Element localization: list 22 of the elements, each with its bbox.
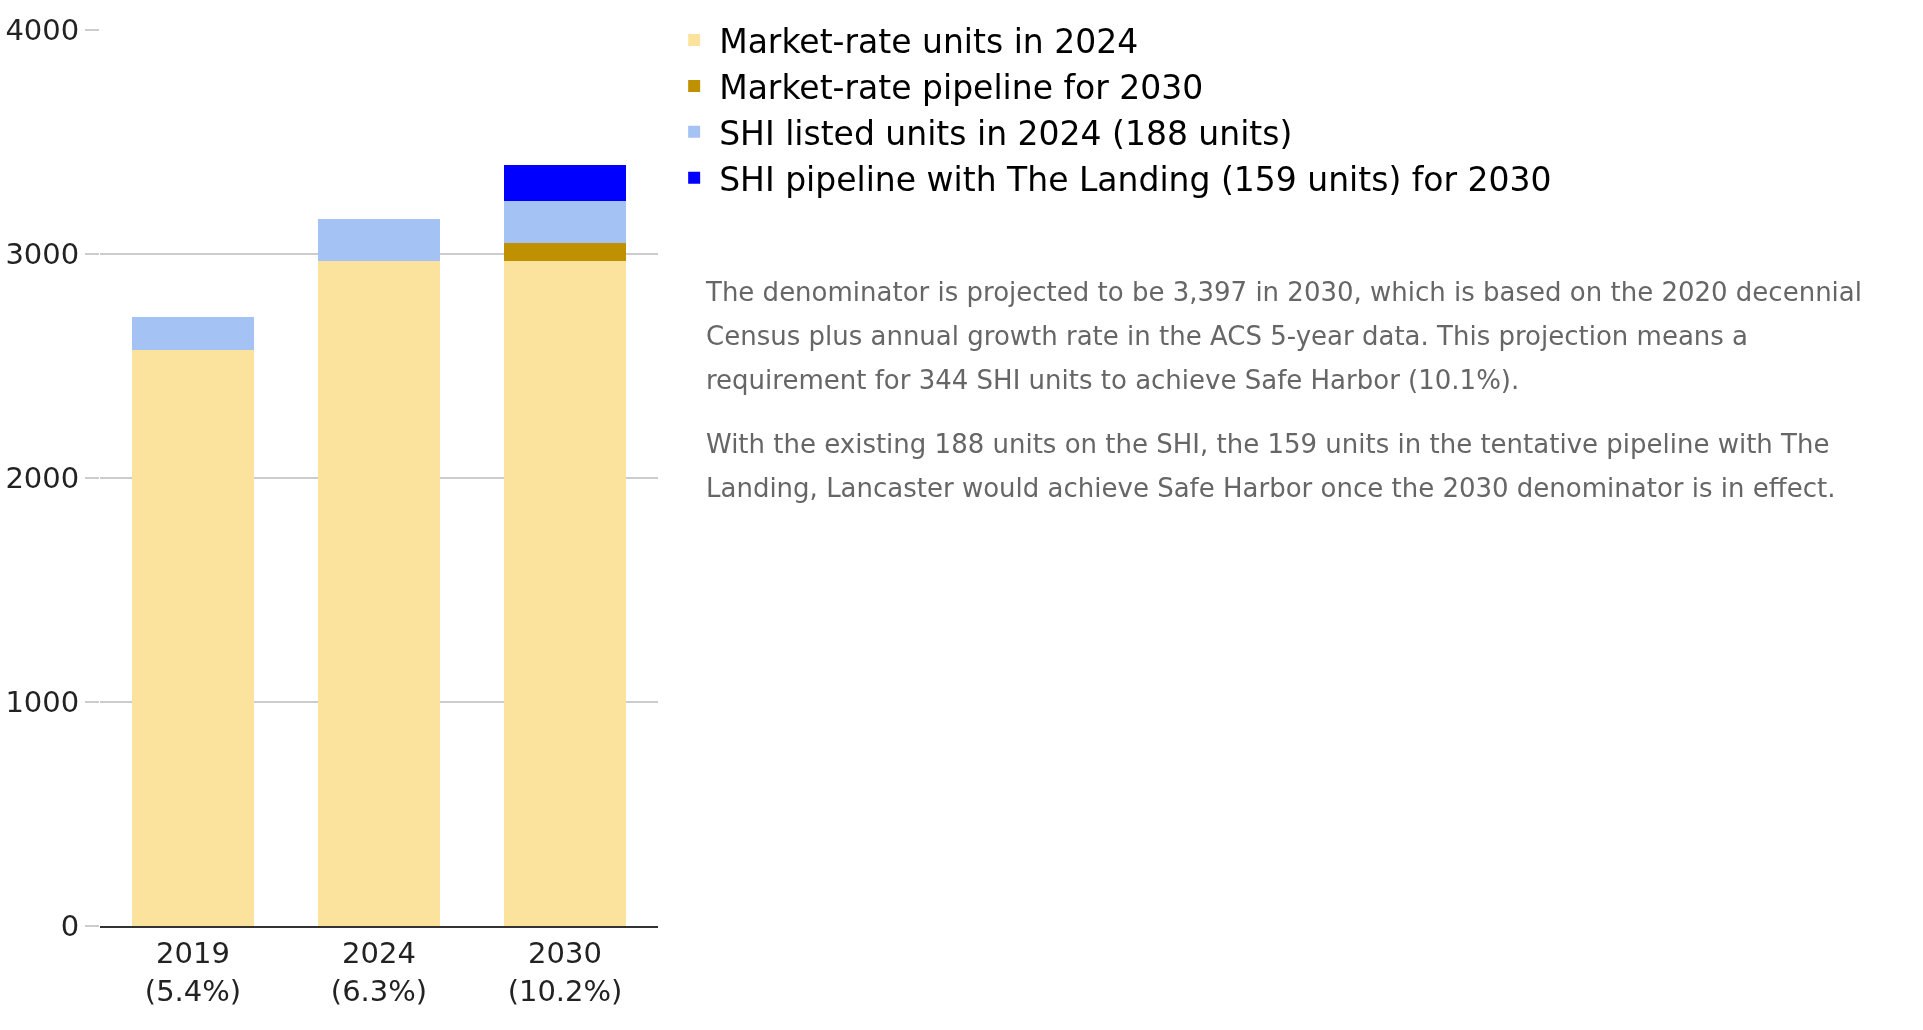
bar: [503, 165, 627, 201]
bar: [503, 260, 627, 926]
y-tick-label: 4000: [5, 13, 80, 48]
legend-label: Market-rate units in 2024: [719, 21, 1139, 61]
legend-label: SHI pipeline with The Landing (159 units) for 2030: [719, 159, 1552, 199]
bar: [317, 260, 441, 926]
x-tick-label: 2030 (10.2%): [507, 935, 623, 1008]
y-tick-label: 1000: [5, 685, 80, 720]
bar: [503, 200, 627, 243]
bar: [131, 316, 255, 351]
bar: [131, 350, 255, 926]
y-tick-label: 2000: [5, 461, 80, 496]
legend-label: Market-rate pipeline for 2030: [719, 67, 1204, 107]
legend-label: SHI listed units in 2024 (188 units): [719, 113, 1293, 153]
y-tick-label: 0: [60, 909, 80, 944]
x-tick-label: 2019 (5.4%): [144, 935, 242, 1008]
text: The denominator is projected to be 3,397 in 2030, which is based on the 2020 decennial Census plus annual growth rate in the ACS 5-year data. This projection means a requirement for 344 SHI units to achieve Safe Harbor (10.1%).: [706, 276, 1863, 397]
bar: [317, 218, 441, 261]
x-tick-label: 2024 (6.3%): [330, 935, 428, 1008]
bar: [503, 242, 627, 261]
y-tick-label: 3000: [5, 237, 80, 272]
text: With the existing 188 units on the SHI, the 159 units in the tentative pipeline with The Landing, Lancaster would achieve Safe Harbor once the 2030 denominator is in effect.: [706, 428, 1837, 505]
